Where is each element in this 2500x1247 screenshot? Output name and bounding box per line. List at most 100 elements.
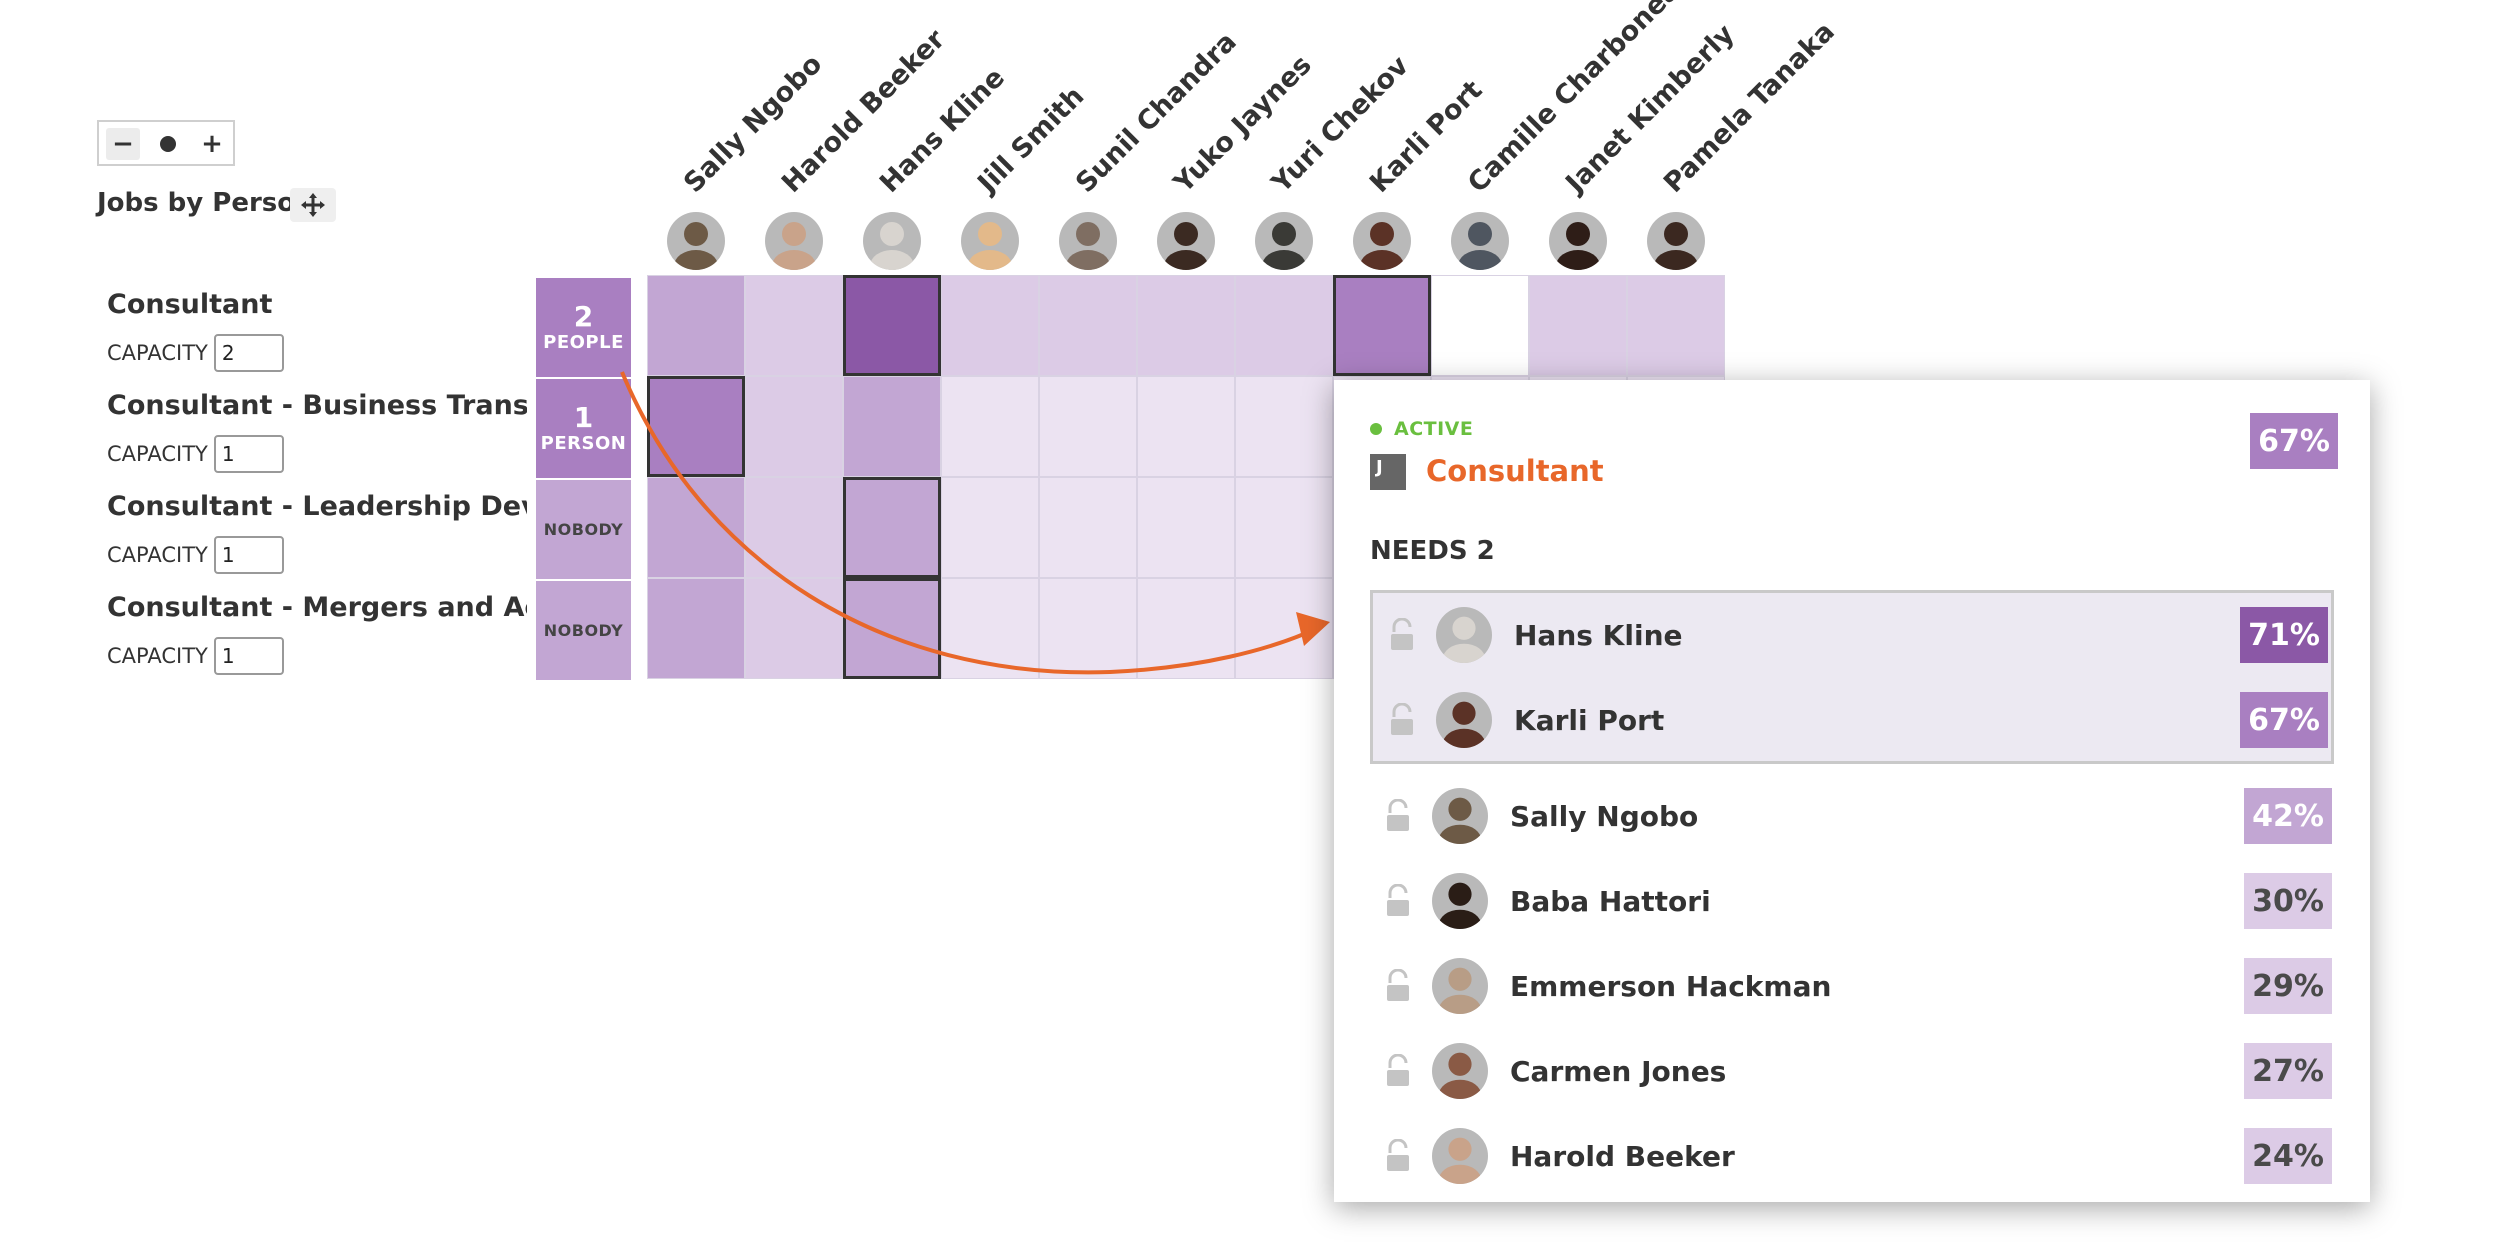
person-avatar[interactable] bbox=[1059, 212, 1117, 270]
match-cell[interactable] bbox=[1431, 275, 1529, 376]
zoom-out-button[interactable]: − bbox=[106, 128, 140, 160]
match-cell[interactable] bbox=[1235, 578, 1333, 679]
staffed-label: NOBODY bbox=[543, 519, 624, 539]
staffed-count-badge[interactable]: 1 PERSON bbox=[536, 379, 631, 478]
unlock-icon[interactable] bbox=[1388, 703, 1416, 737]
match-cell[interactable] bbox=[647, 275, 745, 376]
person-avatar[interactable] bbox=[765, 212, 823, 270]
assigned-person-row[interactable]: Karli Port bbox=[1388, 690, 1664, 750]
match-cell[interactable] bbox=[745, 275, 843, 376]
match-cell[interactable] bbox=[745, 578, 843, 679]
capacity-label: CAPACITY bbox=[107, 543, 208, 567]
assigned-person-row[interactable]: Hans Kline bbox=[1388, 605, 1683, 665]
match-cell[interactable] bbox=[941, 275, 1039, 376]
match-cell[interactable] bbox=[843, 477, 941, 578]
avatar bbox=[765, 212, 823, 270]
capacity-input[interactable] bbox=[213, 334, 284, 372]
avatar bbox=[863, 212, 921, 270]
job-row-label: Consultant CAPACITY bbox=[107, 289, 527, 372]
unlock-icon[interactable] bbox=[1384, 884, 1412, 918]
capacity-row: CAPACITY bbox=[107, 536, 527, 574]
avatar bbox=[1432, 788, 1488, 844]
unlock-icon[interactable] bbox=[1384, 1054, 1412, 1088]
avatar bbox=[1436, 692, 1492, 748]
person-name[interactable]: Sunil Chandra bbox=[1070, 26, 1243, 199]
staffed-count-badge[interactable]: NOBODY bbox=[536, 480, 631, 579]
match-cell[interactable] bbox=[1137, 578, 1235, 679]
match-cell[interactable] bbox=[1627, 275, 1725, 376]
match-cell[interactable] bbox=[647, 477, 745, 578]
person-avatar[interactable] bbox=[667, 212, 725, 270]
match-cell[interactable] bbox=[1039, 275, 1137, 376]
candidate-name: Carmen Jones bbox=[1510, 1054, 1727, 1088]
staffed-count-badge[interactable]: 2 PEOPLE bbox=[536, 278, 631, 377]
staffed-count-badge[interactable]: NOBODY bbox=[536, 581, 631, 680]
person-avatar[interactable] bbox=[1255, 212, 1313, 270]
match-cell[interactable] bbox=[1039, 578, 1137, 679]
zoom-control: − + bbox=[97, 120, 235, 166]
person-name[interactable]: Janet Kimberly bbox=[1560, 18, 1741, 199]
match-cell[interactable] bbox=[843, 578, 941, 679]
assigned-people bbox=[1370, 590, 2334, 764]
job-name[interactable]: Consultant - Mergers and Acqu... bbox=[107, 592, 527, 623]
person-name[interactable]: Pamela Tanaka bbox=[1658, 16, 1841, 199]
person-avatar[interactable] bbox=[863, 212, 921, 270]
unlock-icon[interactable] bbox=[1384, 799, 1412, 833]
staffed-label: NOBODY bbox=[543, 620, 624, 640]
person-avatar[interactable] bbox=[1549, 212, 1607, 270]
staffed-label: PEOPLE bbox=[543, 331, 624, 353]
match-cell[interactable] bbox=[1039, 477, 1137, 578]
candidate-name: Harold Beeker bbox=[1510, 1139, 1735, 1173]
candidate-row[interactable]: Sally Ngobo bbox=[1384, 786, 1698, 846]
avatar bbox=[1432, 958, 1488, 1014]
candidate-row[interactable]: Emmerson Hackman bbox=[1384, 956, 1831, 1016]
match-cell[interactable] bbox=[647, 376, 745, 477]
match-cell[interactable] bbox=[843, 376, 941, 477]
match-cell[interactable] bbox=[647, 578, 745, 679]
unlock-icon[interactable] bbox=[1384, 1139, 1412, 1173]
match-cell[interactable] bbox=[1235, 376, 1333, 477]
unlock-icon[interactable] bbox=[1388, 618, 1416, 652]
job-row-label: Consultant - Business Transfor... CAPACIT… bbox=[107, 390, 527, 473]
job-name[interactable]: Consultant - Business Transfor... bbox=[107, 390, 527, 421]
match-score: 29% bbox=[2244, 958, 2332, 1014]
match-cell[interactable] bbox=[1333, 275, 1431, 376]
candidate-row[interactable]: Harold Beeker bbox=[1384, 1126, 1735, 1186]
move-button[interactable] bbox=[290, 188, 336, 222]
match-cell[interactable] bbox=[1137, 376, 1235, 477]
job-name[interactable]: Consultant bbox=[107, 289, 273, 320]
person-avatar[interactable] bbox=[961, 212, 1019, 270]
capacity-input[interactable] bbox=[213, 536, 284, 574]
status-badge: ACTIVE bbox=[1370, 418, 1473, 440]
capacity-input[interactable] bbox=[213, 637, 284, 675]
match-cell[interactable] bbox=[1529, 275, 1627, 376]
candidate-row[interactable]: Carmen Jones bbox=[1384, 1041, 1726, 1101]
match-cell[interactable] bbox=[745, 477, 843, 578]
unlock-icon[interactable] bbox=[1384, 969, 1412, 1003]
person-avatar[interactable] bbox=[1353, 212, 1411, 270]
match-score: 30% bbox=[2244, 873, 2332, 929]
match-cell[interactable] bbox=[843, 275, 941, 376]
match-cell[interactable] bbox=[1039, 376, 1137, 477]
match-cell[interactable] bbox=[941, 578, 1039, 679]
match-cell[interactable] bbox=[941, 477, 1039, 578]
person-avatar[interactable] bbox=[1451, 212, 1509, 270]
match-cell[interactable] bbox=[1235, 477, 1333, 578]
zoom-in-button[interactable]: + bbox=[201, 129, 223, 159]
match-cell[interactable] bbox=[1137, 275, 1235, 376]
match-cell[interactable] bbox=[941, 376, 1039, 477]
match-cell[interactable] bbox=[745, 376, 843, 477]
job-name[interactable]: Consultant - Leadership Devel... bbox=[107, 491, 527, 522]
zoom-reset-button[interactable] bbox=[151, 128, 185, 160]
avatar-image bbox=[1436, 692, 1492, 748]
person-avatar[interactable] bbox=[1157, 212, 1215, 270]
person-avatar[interactable] bbox=[1647, 212, 1705, 270]
avatar bbox=[961, 212, 1019, 270]
person-name[interactable]: Harold Beeker bbox=[776, 23, 952, 199]
match-cell[interactable] bbox=[1137, 477, 1235, 578]
capacity-input[interactable] bbox=[213, 435, 284, 473]
job-title-link[interactable]: Consultant bbox=[1426, 454, 1604, 488]
match-score: 71% bbox=[2240, 607, 2328, 663]
match-cell[interactable] bbox=[1235, 275, 1333, 376]
candidate-row[interactable]: Baba Hattori bbox=[1384, 871, 1711, 931]
